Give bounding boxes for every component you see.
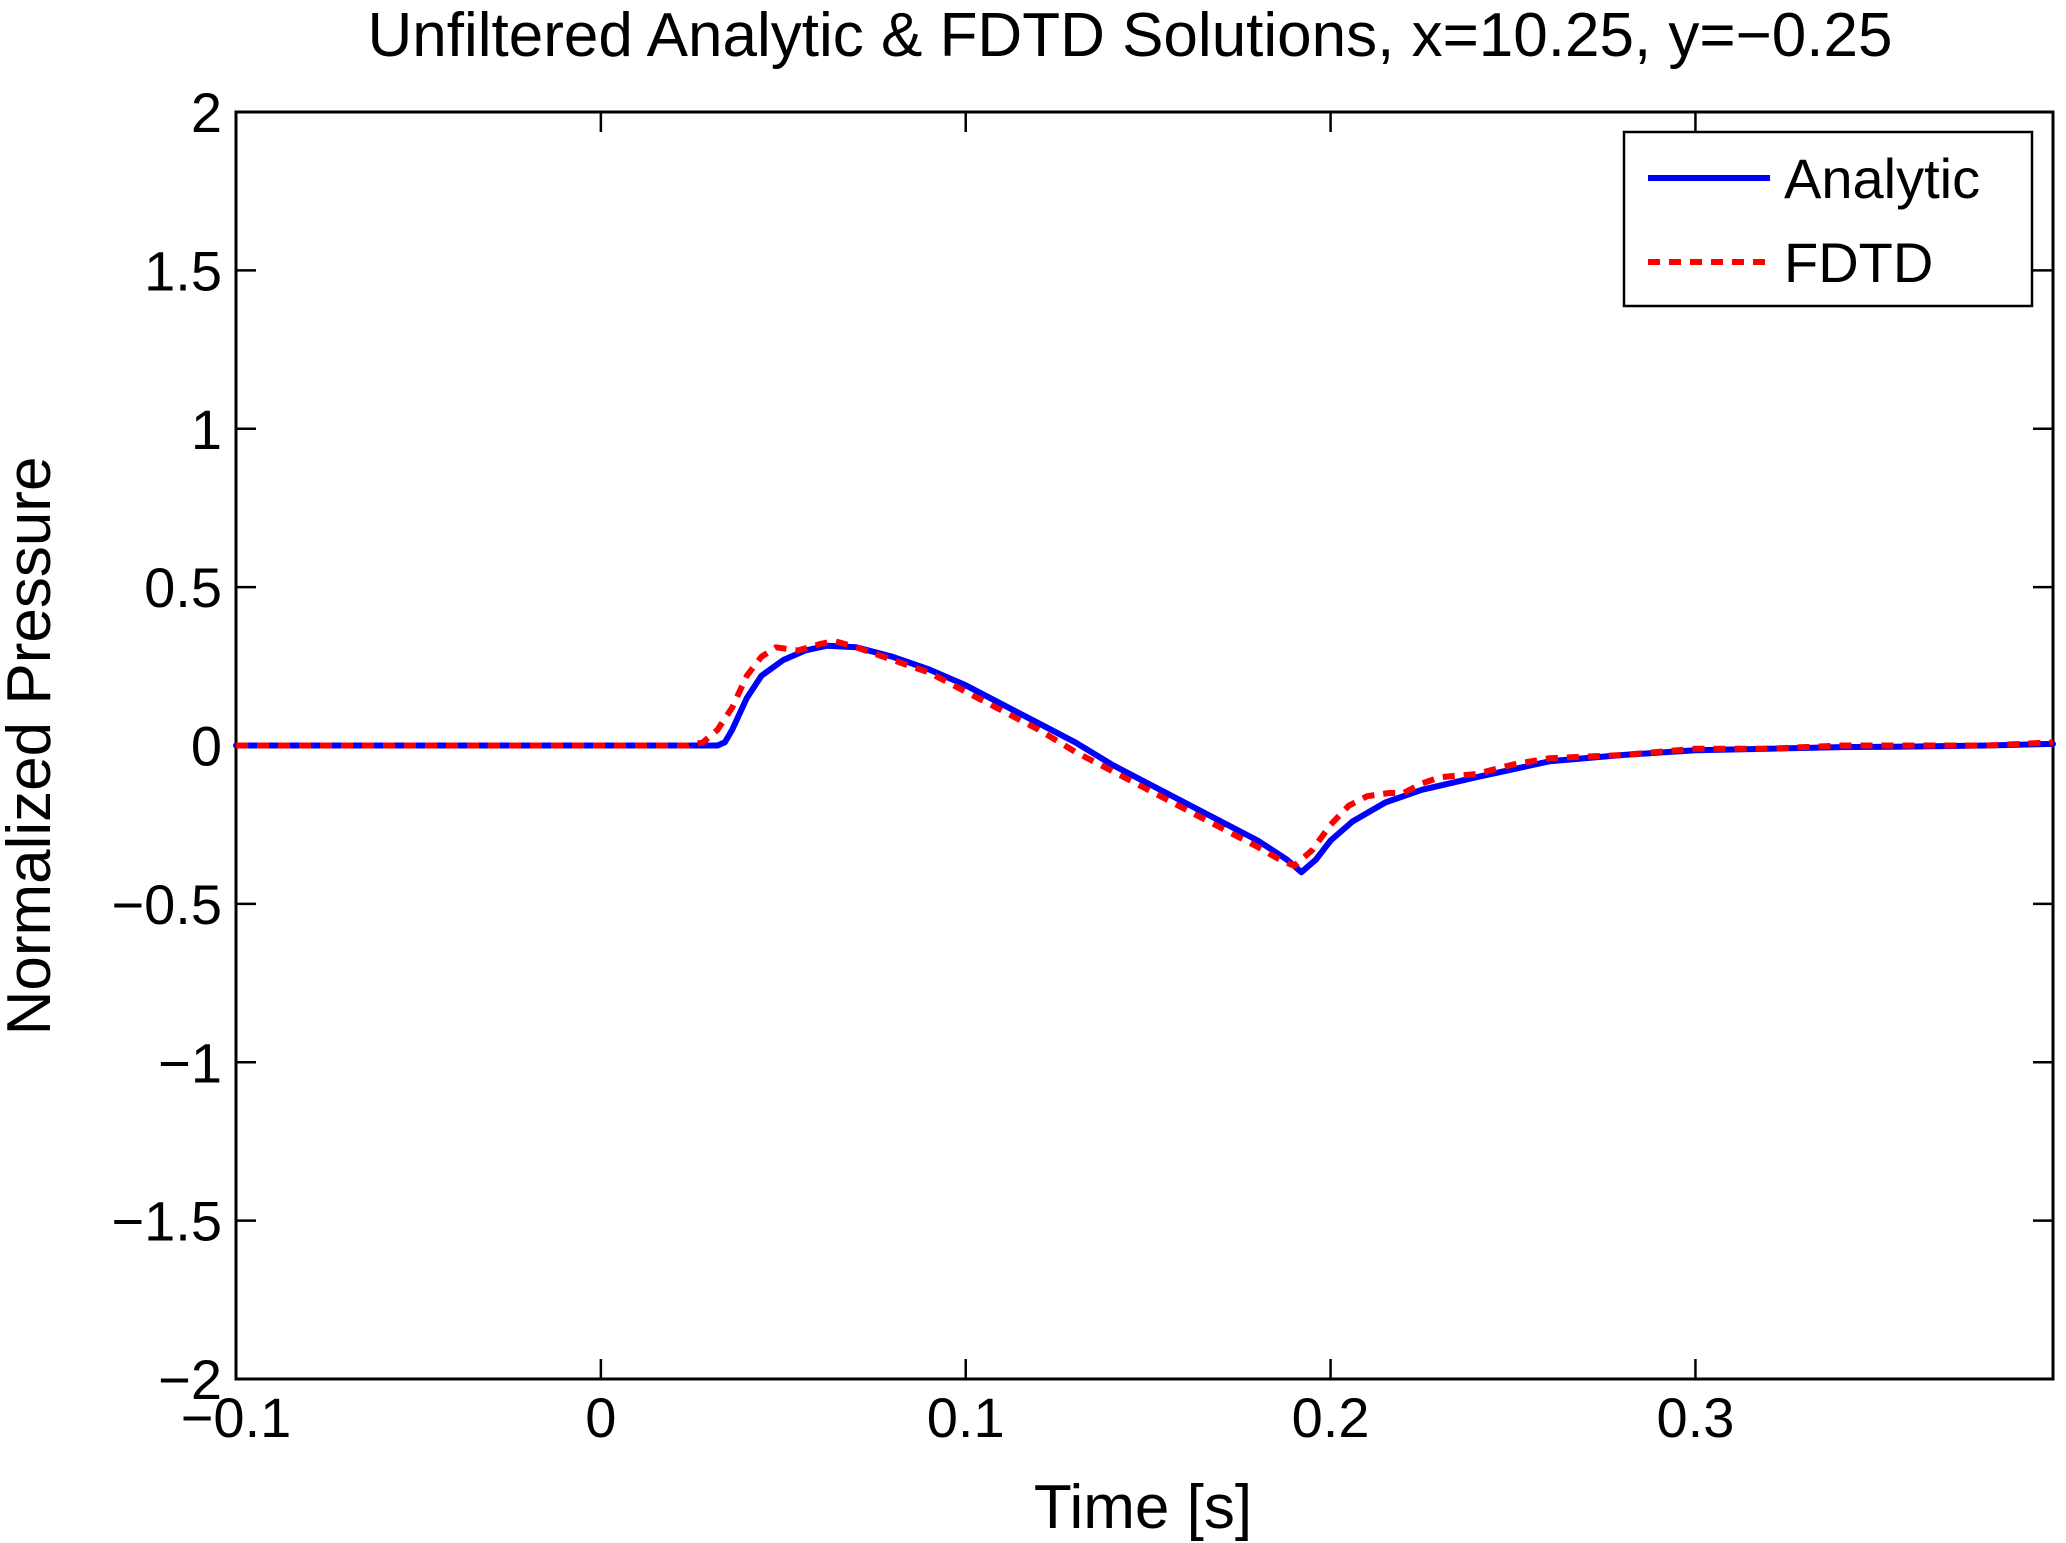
y-tick-label: 1 <box>191 398 222 461</box>
y-tick-label: −0.5 <box>111 873 222 936</box>
x-tick-label: −0.1 <box>181 1386 292 1449</box>
y-axis-label: Normalized Pressure <box>0 457 64 1036</box>
x-tick-label: 0.1 <box>927 1386 1005 1449</box>
x-tick-label: 0.2 <box>1292 1386 1370 1449</box>
series-line-fdtd <box>236 638 2054 869</box>
x-tick-label: 0 <box>585 1386 616 1449</box>
y-tick-label: 0 <box>191 715 222 778</box>
y-tick-label: −1.5 <box>111 1190 222 1253</box>
legend-label-analytic: Analytic <box>1784 147 1980 210</box>
y-tick-label: 0.5 <box>144 556 222 619</box>
y-tick-label: 1.5 <box>144 239 222 302</box>
legend-box <box>1622 130 2034 308</box>
axis-ticks: −0.1 0 0.1 0.2 0.3 −2 −1.5 −1 −0.5 0 0.5 1 1.5 2 <box>111 81 2053 1449</box>
series-layer <box>233 638 2056 876</box>
y-tick-label: −2 <box>158 1348 222 1411</box>
x-tick-label: 0.3 <box>1657 1386 1735 1449</box>
legend: Analytic FDTD <box>1622 130 2034 308</box>
chart-title: Unfiltered Analytic & FDTD Solutions, x=… <box>368 1 1893 70</box>
legend-label-fdtd: FDTD <box>1784 231 1933 294</box>
x-axis-label: Time [s] <box>1034 1473 1252 1542</box>
y-tick-label: 2 <box>191 81 222 144</box>
y-tick-label: −1 <box>158 1031 222 1094</box>
